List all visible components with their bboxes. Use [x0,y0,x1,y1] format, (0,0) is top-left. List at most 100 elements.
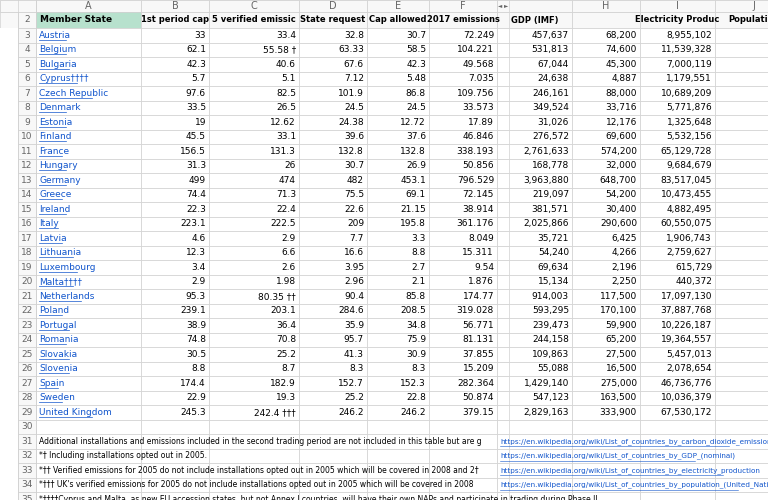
Bar [572,390,640,405]
Text: 67,044: 67,044 [538,60,569,68]
Bar [299,100,367,115]
Bar [640,420,715,434]
Bar [141,42,209,57]
Bar [299,318,367,332]
Bar [0,390,768,405]
Bar [497,274,572,289]
Bar [0,304,768,318]
Bar [497,478,572,492]
Text: 2.96: 2.96 [344,277,364,286]
Bar [36,434,141,448]
Text: *†† Verified emissions for 2005 do not include installations opted out in 2005 w: *†† Verified emissions for 2005 do not i… [39,466,478,475]
Text: 69,600: 69,600 [605,132,637,141]
Text: 615,729: 615,729 [675,263,712,272]
Text: 54,200: 54,200 [606,190,637,199]
Bar [36,318,141,332]
Text: 58.5: 58.5 [406,46,426,54]
Text: 16: 16 [22,219,33,228]
Text: 75.5: 75.5 [344,190,364,199]
Text: 59,900: 59,900 [605,321,637,330]
Bar [572,158,640,173]
Text: 83,517,045: 83,517,045 [660,176,712,184]
Bar [0,420,768,434]
Bar [640,72,715,86]
Bar [299,115,367,130]
Text: 38.9: 38.9 [186,321,206,330]
Text: 574,200: 574,200 [600,147,637,156]
Bar [0,0,36,12]
Bar [0,274,768,289]
Bar [715,158,768,173]
Text: 25.2: 25.2 [276,350,296,359]
Text: 33.4: 33.4 [276,31,296,40]
Bar [640,173,715,188]
Bar [209,463,299,477]
Text: 45.5: 45.5 [186,132,206,141]
Bar [141,420,209,434]
Bar [18,260,36,274]
Bar [36,304,141,318]
Bar [715,0,768,12]
Bar [367,246,429,260]
Bar [497,0,572,12]
Text: 33.573: 33.573 [462,104,494,112]
Bar [209,274,299,289]
Text: France: France [39,147,69,156]
Bar [497,289,572,304]
Bar [18,188,36,202]
Text: 246,161: 246,161 [532,89,569,98]
Bar [141,405,209,419]
Bar [497,390,509,405]
Text: https://en.wikipedia.org/wiki/List_of_countries_by_carbon_dioxide_emissions: https://en.wikipedia.org/wiki/List_of_co… [500,438,768,444]
Bar [497,130,572,144]
Bar [572,362,640,376]
Bar [429,130,497,144]
Text: 80.35 ††: 80.35 †† [258,292,296,300]
Text: E: E [395,1,401,11]
Text: 104.221: 104.221 [457,46,494,54]
Text: 9: 9 [24,118,30,126]
Text: 239,473: 239,473 [532,321,569,330]
Text: 32.8: 32.8 [344,31,364,40]
Bar [209,130,299,144]
Bar [141,332,209,347]
Bar [429,72,497,86]
Text: 67,530,172: 67,530,172 [660,408,712,417]
Bar [572,289,640,304]
Bar [36,332,141,347]
Bar [299,289,367,304]
Text: 109.756: 109.756 [457,89,494,98]
Bar [640,434,715,448]
Text: 49.568: 49.568 [462,60,494,68]
Bar [209,332,299,347]
Text: 1,325,648: 1,325,648 [667,118,712,126]
Text: 25.2: 25.2 [344,393,364,402]
Text: Sweden: Sweden [39,393,74,402]
Bar [715,72,768,86]
Bar [367,158,429,173]
Text: 648,700: 648,700 [600,176,637,184]
Bar [209,100,299,115]
Bar [715,100,768,115]
Text: B: B [171,1,178,11]
Bar [640,86,715,101]
Bar [497,332,509,347]
Bar [429,100,497,115]
Bar [299,188,367,202]
Bar [429,173,497,188]
Text: Portugal: Portugal [39,321,77,330]
Bar [715,289,768,304]
Text: 8,955,102: 8,955,102 [667,31,712,40]
Bar [572,28,640,42]
Bar [141,144,209,158]
Text: Member State: Member State [40,16,112,24]
Bar [429,0,497,12]
Bar [429,448,497,463]
Text: 55.58 †: 55.58 † [263,46,296,54]
Bar [367,231,429,246]
Bar [497,57,509,72]
Text: 4,887: 4,887 [611,74,637,83]
Bar [0,115,768,130]
Text: I: I [676,1,679,11]
Text: 8: 8 [24,104,30,112]
